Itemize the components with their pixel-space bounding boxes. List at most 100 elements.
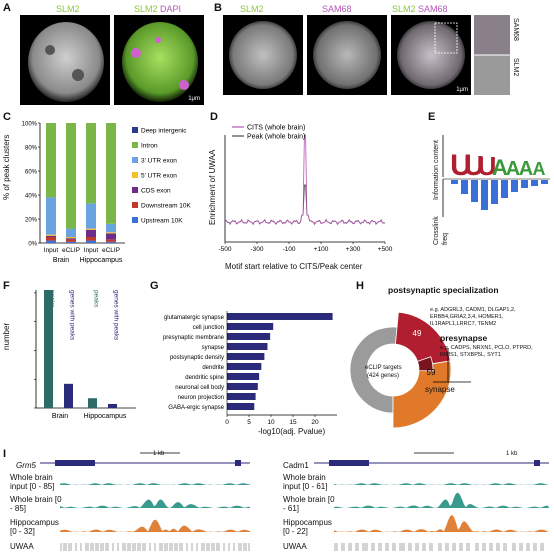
e-crosslink-bar — [501, 180, 508, 198]
panelB-label-merge: SLM2 SAM68 — [392, 4, 448, 14]
c-bar-segment — [46, 237, 56, 241]
g-xtick-label: 15 — [289, 419, 297, 426]
micrograph-slm2-b — [223, 15, 303, 95]
e-crosslink-bar — [531, 180, 538, 186]
c-bar-segment — [46, 235, 56, 237]
c-bar-segment — [46, 240, 56, 243]
panelB-side-sam68: SAM68 — [512, 18, 519, 41]
f-ylabel: number — [2, 322, 11, 350]
g-bar — [227, 333, 271, 340]
chart-go-enrichment: glutamatergic synapse cell junction presyn… — [163, 311, 337, 426]
c-legend-swatch — [132, 202, 138, 208]
e-crosslink-bar — [481, 180, 488, 210]
e-crosslink-bar — [491, 180, 498, 204]
f-bar-label: peaks — [49, 290, 56, 308]
i-coverage-track — [60, 483, 250, 485]
i-exon — [329, 460, 369, 466]
panel-letter-b: B — [214, 2, 222, 14]
c-legend-swatch — [132, 217, 138, 223]
panelB-label-slm2: SLM2 — [240, 4, 264, 14]
g-bar — [227, 363, 262, 370]
chart-uwaa-enrichment: -500 -300 -100 +100 +300 +500 CITS (whole brai… — [218, 125, 392, 254]
g-category-label: neuron projection — [178, 395, 224, 401]
c-group-label: Hippocampus — [80, 257, 123, 264]
c-bars — [46, 123, 116, 243]
e-crosslink-bar — [471, 180, 478, 202]
g-category-label: cell junction — [193, 325, 224, 331]
c-legend-swatch — [132, 172, 138, 178]
c-bar-segment — [86, 237, 96, 241]
g-xtick-label: 5 — [247, 419, 251, 426]
c-legend-label: Intron — [141, 143, 158, 150]
h-post-title: postsynaptic specialization — [388, 285, 499, 295]
i-coverage-track — [334, 492, 549, 508]
f-plot: peaks genes with peaks peaks genes with pea… — [34, 290, 136, 420]
c-bar-segment — [86, 240, 96, 243]
chart-peak-counts: peaks genes with peaks peaks genes with pea… — [34, 290, 136, 420]
g-bar — [227, 343, 268, 350]
e-motif-letter: U — [464, 150, 484, 181]
c-bar-segment — [86, 228, 96, 230]
d-legend-label: CITS (whole brain) — [247, 125, 305, 132]
h-slice-overlap — [417, 356, 434, 372]
c-bar-segment — [86, 203, 96, 229]
h-plot: 49 59 13 — [349, 311, 471, 429]
c-bar-segment — [106, 233, 116, 240]
i-right-gene: Cadm1 — [283, 461, 309, 470]
c-bar-segment — [66, 241, 76, 243]
f-group-label: Brain — [52, 413, 68, 420]
i-left-track-2: Whole brain [0 - 85] — [10, 495, 62, 513]
d-xtick-label: -500 — [218, 246, 231, 253]
h-value-overlap: 13 — [405, 357, 414, 366]
e-ylabel-bottom: Crosslink freq — [433, 216, 449, 245]
e-motif-letter: A — [533, 159, 546, 179]
d-xtick-label: +500 — [378, 246, 393, 253]
panel-letter-f: F — [3, 280, 10, 292]
i-right-track-1: Whole brain input [0 - 61] — [283, 473, 328, 491]
c-ytick-label: 40% — [25, 194, 38, 200]
c-bar-segment — [66, 228, 76, 237]
c-bar-segment — [66, 123, 76, 229]
micrograph-merge-b: 1μm — [391, 15, 471, 95]
panelA-label-merge: SLM2 DAPI — [134, 4, 182, 14]
c-ylabel: % of peak clusters — [2, 134, 11, 200]
c-ytick-label: 0% — [28, 242, 37, 248]
h-value-post: 49 — [413, 329, 422, 338]
c-bar-segment — [66, 239, 76, 242]
d-ylabel: Enrichment of UWAA — [208, 149, 217, 225]
c-category-label: Input — [44, 247, 59, 254]
panel-letter-g: G — [150, 280, 159, 292]
h-slice-pre — [392, 360, 452, 429]
c-legend-label: Upstream 10K — [141, 218, 183, 225]
c-bar-segment — [106, 241, 116, 243]
panelB-scale-text: 1μm — [456, 87, 468, 93]
e-motif-letter: A — [492, 155, 508, 180]
c-legend: Deep intergenic Intron 3' UTR exon 5' UTR e… — [132, 127, 192, 225]
e-crosslink-bar — [461, 180, 468, 194]
c-bar-segment — [66, 237, 76, 239]
h-pre-genes: e.g. CADPS, NRXN1, PCLO, PTPRD, RIMS1, S… — [440, 345, 533, 358]
panelB-side-slm2: SLM2 — [512, 58, 519, 77]
panel-letter-h: H — [356, 280, 364, 292]
c-bar-segment — [86, 123, 96, 204]
c-ytick-label: 80% — [25, 146, 38, 152]
d-plot: -500 -300 -100 +100 +300 +500 CITS (whole brai… — [218, 125, 392, 254]
e-motif-letter: A — [519, 158, 533, 180]
g-xtick-label: 10 — [267, 419, 275, 426]
c-legend-label: 3' UTR exon — [141, 158, 177, 165]
g-category-label: dendrite — [202, 365, 224, 371]
micrograph-slm2-dapi: 1μm — [114, 15, 204, 105]
g-bar — [227, 383, 258, 390]
c-bar-segment — [46, 197, 56, 235]
panel-letter-a: A — [3, 2, 11, 14]
h-synapse-label: synapse — [425, 385, 455, 394]
c-bar-segment — [46, 234, 56, 236]
f-bar — [108, 403, 117, 408]
d-xtick-label: +100 — [314, 246, 329, 253]
panel-letter-e: E — [428, 111, 436, 123]
c-bar-segment — [66, 238, 76, 240]
panelA-scale-text: 1μm — [188, 96, 200, 102]
i-right-scale: 1 kb — [506, 451, 518, 457]
panel-letter-d: D — [210, 111, 218, 123]
